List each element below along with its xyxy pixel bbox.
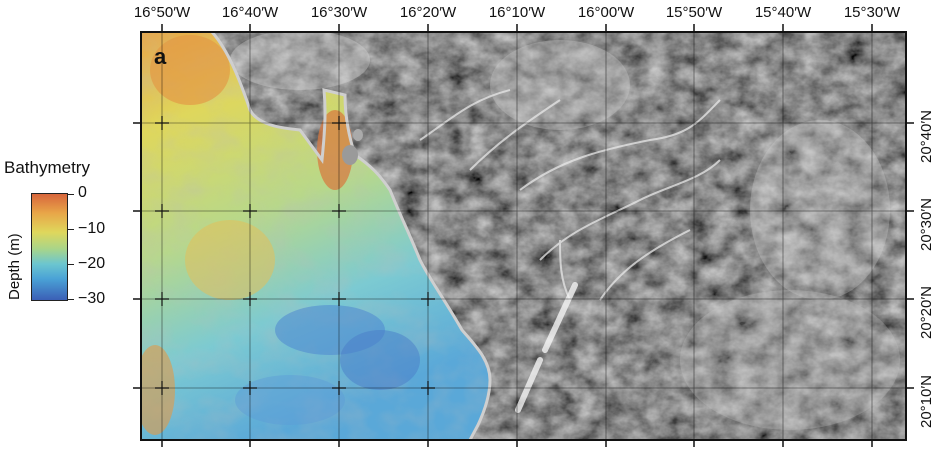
longitude-label-9: 15°30′W xyxy=(843,4,901,21)
latitude-label-2: 20°30′N xyxy=(918,197,935,251)
panel-label: a xyxy=(154,44,167,69)
dune-streaks xyxy=(515,282,578,413)
latitude-label-4: 20°10′N xyxy=(918,374,935,428)
longitude-label-6: 16°00′W xyxy=(577,4,635,21)
tick-marks xyxy=(133,24,914,447)
island xyxy=(342,145,358,165)
coastline xyxy=(210,32,492,440)
legend-colorbar xyxy=(31,193,68,301)
legend-axis-label: Depth (m) xyxy=(6,233,23,300)
longitude-label-4: 16°20′W xyxy=(399,4,457,21)
latitude-label-3: 20°20′N xyxy=(918,285,935,339)
legend-tick xyxy=(68,229,74,230)
legend-tick-label: 0 xyxy=(78,184,87,201)
longitude-label-3: 16°30′W xyxy=(310,4,368,21)
legend-tick-label: −10 xyxy=(78,220,106,237)
legend-tick xyxy=(68,299,74,300)
longitude-label-7: 15°50′W xyxy=(665,4,723,21)
legend-title: Bathymetry xyxy=(4,158,90,177)
legend-tick-label: −30 xyxy=(78,290,106,307)
longitude-label-2: 16°40′W xyxy=(221,4,279,21)
legend-tick xyxy=(68,194,74,195)
island xyxy=(353,129,363,141)
graticule-lines xyxy=(141,32,906,440)
legend-tick-label: −20 xyxy=(78,255,106,272)
longitude-label-1: 16°50′W xyxy=(133,4,191,21)
graticule-crosses xyxy=(155,116,435,395)
latitude-label-1: 20°40′N xyxy=(918,109,935,163)
map-frame xyxy=(140,31,907,441)
longitude-label-5: 16°10′W xyxy=(488,4,546,21)
bathymetry-area xyxy=(141,32,490,440)
drainage-channels xyxy=(419,89,721,301)
longitude-label-8: 15°40′W xyxy=(754,4,812,21)
legend-tick xyxy=(68,264,74,265)
